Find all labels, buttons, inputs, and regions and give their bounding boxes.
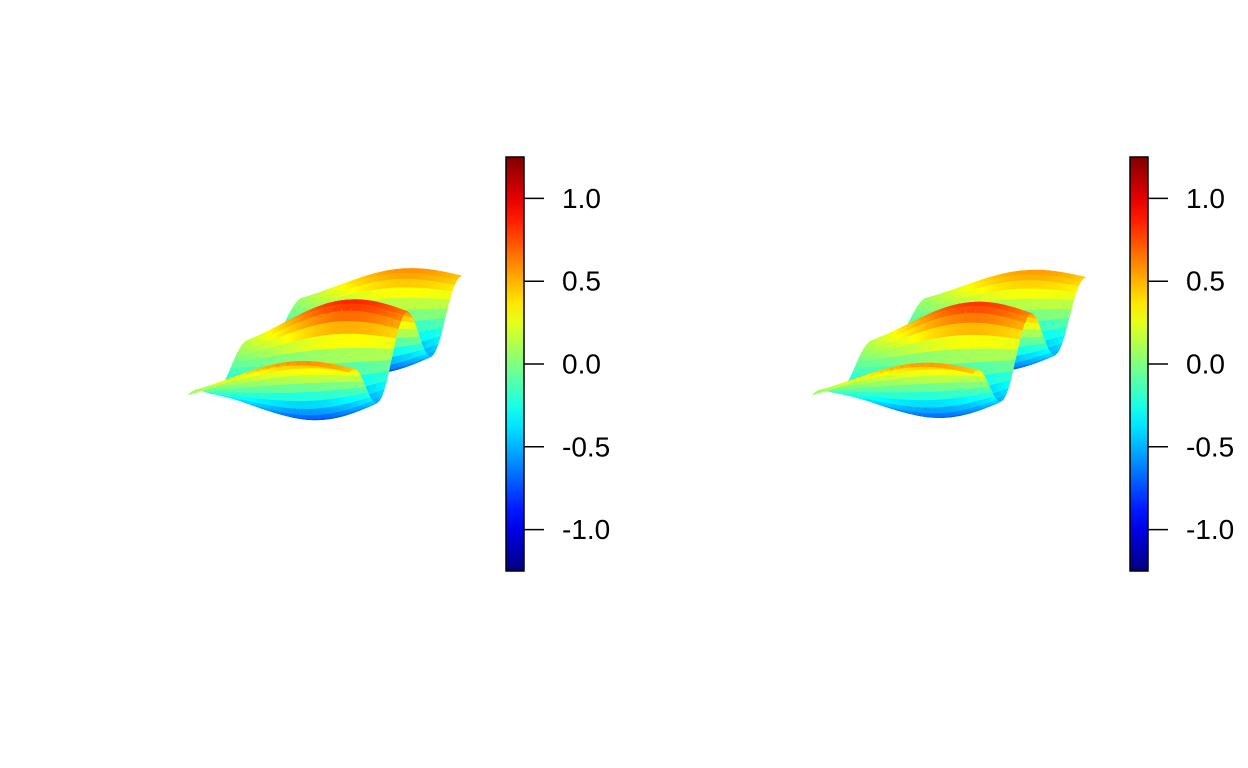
colorbar-tick-label: -1.0	[562, 514, 610, 545]
surface-right	[812, 269, 1087, 418]
colorbar-tick-label: 0.5	[1186, 266, 1225, 297]
colorbar-tick-label: 0.5	[562, 266, 601, 297]
colorbar-left: 1.0 0.5 0.0 -0.5 -1.0	[505, 156, 610, 572]
colorbar-tick-label: 1.0	[1186, 183, 1225, 214]
colorbar-tick-label: -0.5	[562, 431, 610, 462]
colorbar-tick-label: 0.0	[1186, 349, 1225, 380]
surface-plot-right-svg: 1.0 0.5 0.0 -0.5 -1.0	[812, 156, 1234, 572]
colorbar-tick-label: 1.0	[562, 183, 601, 214]
surface-facet	[812, 391, 819, 396]
surface-plot-left: 1.0 0.5 0.0 -0.5 -1.0	[188, 156, 610, 572]
colorbar-tick-label: -0.5	[1186, 431, 1234, 462]
colorbar-right: 1.0 0.5 0.0 -0.5 -1.0	[1129, 156, 1234, 572]
colorbar-gradient-right	[1129, 156, 1149, 572]
colorbar-gradient-left	[505, 156, 525, 572]
surface-left	[188, 268, 463, 421]
surface-facet	[188, 391, 195, 396]
surface-plot-right: 1.0 0.5 0.0 -0.5 -1.0	[624, 0, 1248, 768]
colorbar-tick-label: -1.0	[1186, 514, 1234, 545]
surface-plot-left-svg: 1.0 0.5 0.0 -0.5 -1.0	[188, 156, 610, 572]
colorbar-tick-label: 0.0	[562, 349, 601, 380]
